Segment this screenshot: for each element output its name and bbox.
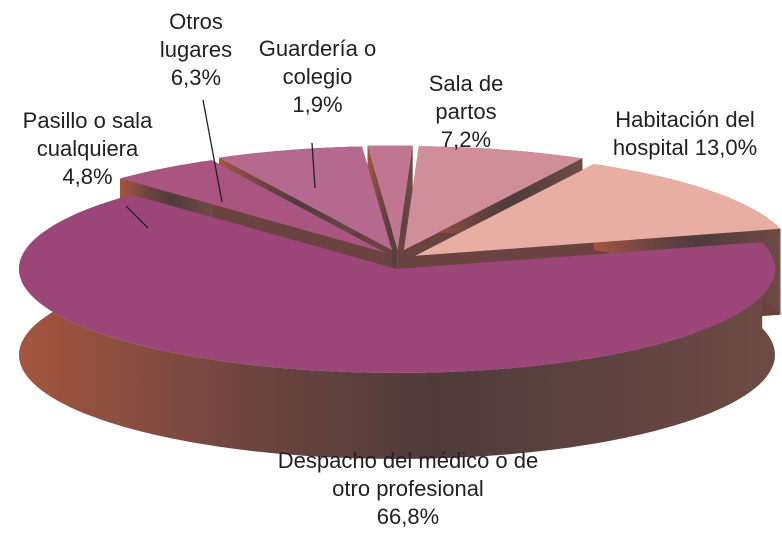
slice-wall — [19, 194, 775, 459]
leader-lines — [125, 99, 316, 229]
slice — [367, 145, 413, 250]
label-name: Guardería o colegio — [258, 36, 377, 89]
label-value: 6,3% — [170, 65, 222, 90]
slice — [219, 146, 392, 251]
label-value: 1,9% — [292, 92, 343, 117]
leader-line — [202, 99, 223, 203]
label-value: 66,8% — [376, 504, 440, 529]
slice-label: Guardería o colegio 1,9% — [250, 35, 385, 119]
slice-label: Otros lugares 6,3% — [146, 8, 246, 92]
leader-line — [125, 205, 149, 229]
slice — [415, 164, 781, 256]
slice — [19, 194, 775, 373]
slice — [403, 146, 583, 251]
slice-label: Pasillo o sala cualquiera 4,8% — [5, 107, 170, 191]
label-name: Despacho del médico o de otro profesiona… — [277, 448, 539, 501]
leader-line — [311, 142, 316, 189]
label-name: Habitación del hospital — [612, 107, 755, 160]
label-value: 13,0% — [694, 135, 758, 160]
label-name: Pasillo o sala cualquiera — [22, 108, 153, 161]
label-name: Otros lugares — [159, 9, 233, 62]
slice — [120, 160, 386, 253]
slice-label: Despacho del médico o de otro profesiona… — [273, 447, 543, 531]
pie — [19, 145, 781, 459]
label-value: 4,8% — [62, 164, 113, 189]
slice-label: Sala de partos 7,2% — [410, 70, 522, 154]
label-name: Sala de partos — [428, 71, 504, 124]
slice-label: Habitación del hospital 13,0% — [595, 106, 775, 162]
label-value: 7,2% — [440, 127, 492, 152]
